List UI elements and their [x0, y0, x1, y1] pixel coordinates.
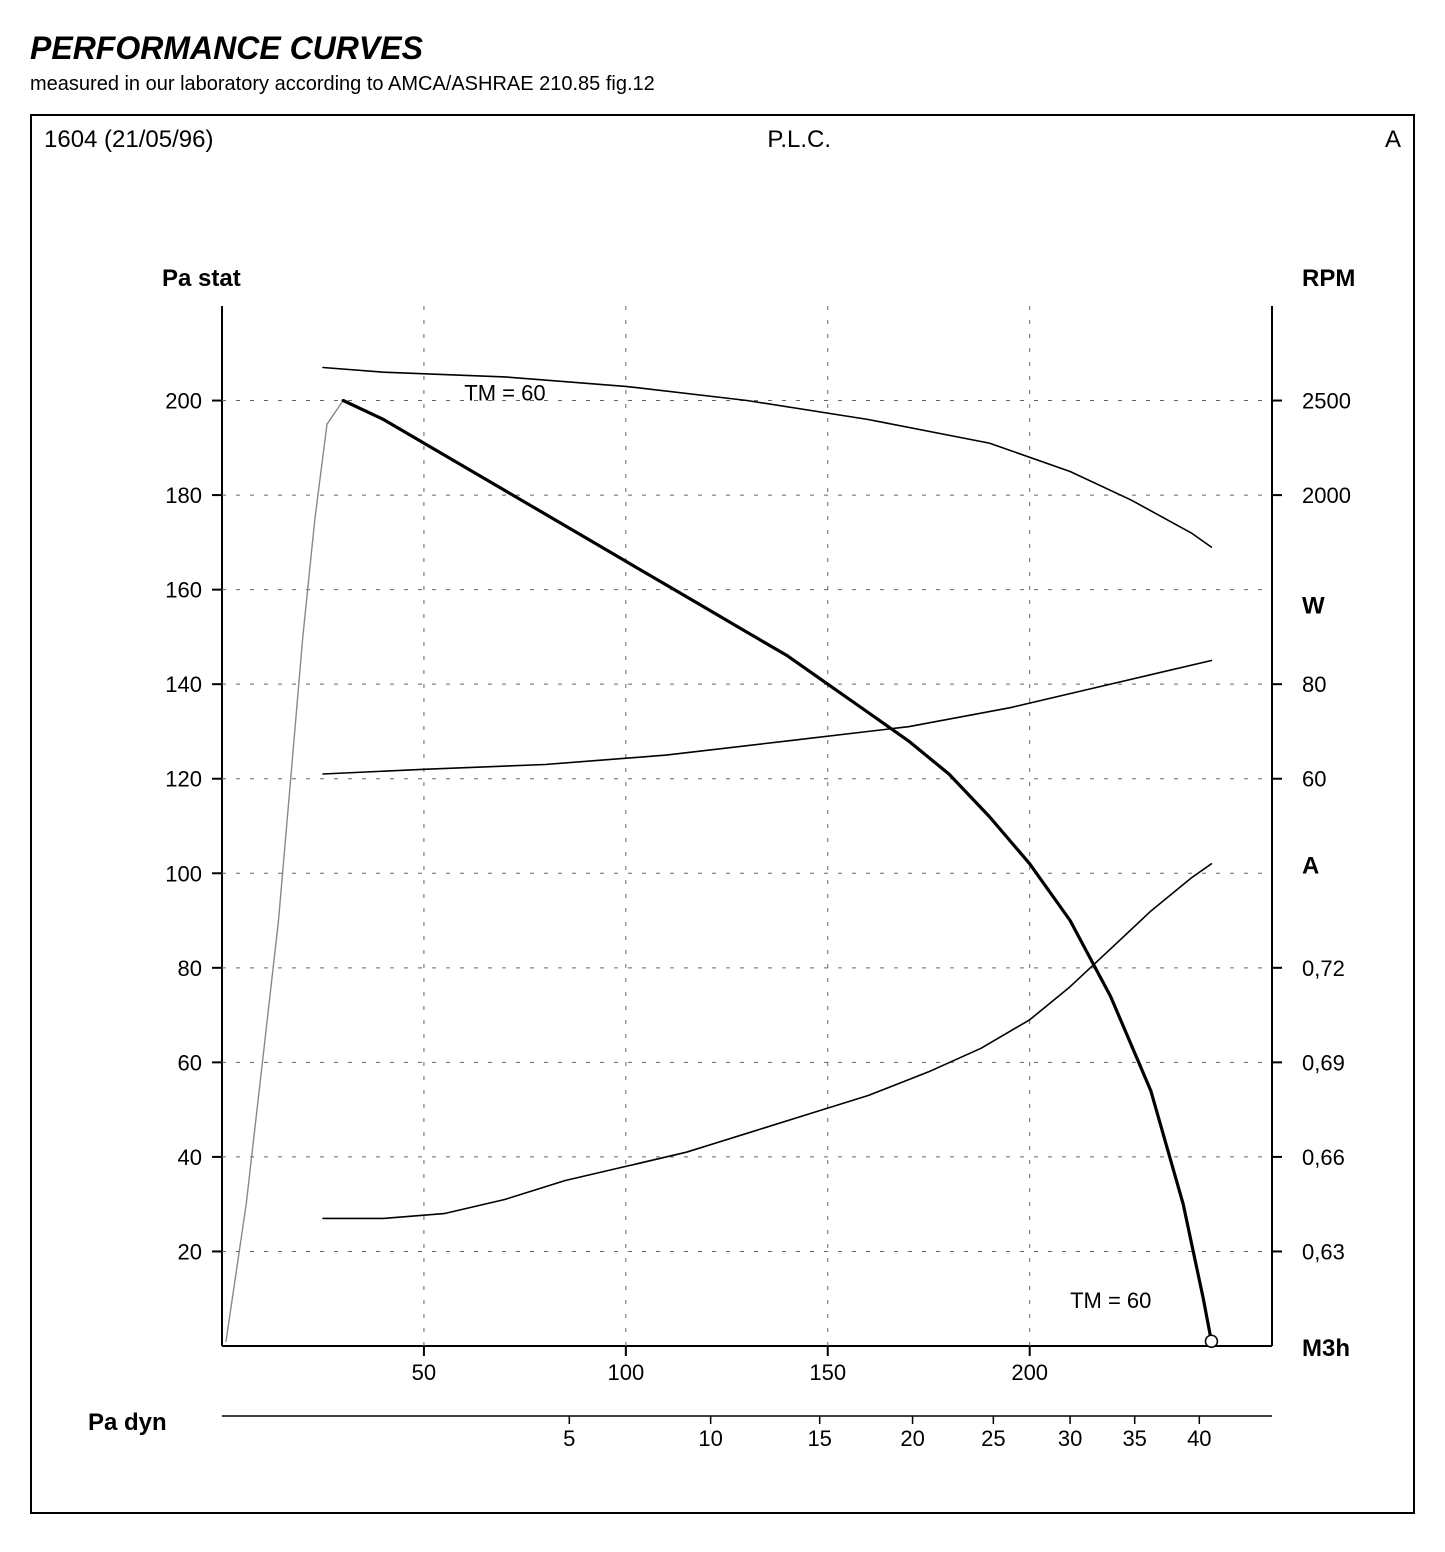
- svg-text:60: 60: [178, 1050, 202, 1075]
- svg-text:80: 80: [178, 956, 202, 981]
- svg-text:40: 40: [178, 1145, 202, 1170]
- svg-text:Pa dyn: Pa dyn: [88, 1409, 167, 1436]
- svg-text:0,69: 0,69: [1302, 1050, 1345, 1075]
- svg-text:50: 50: [412, 1360, 436, 1385]
- svg-text:20: 20: [178, 1239, 202, 1264]
- svg-text:TM = 60: TM = 60: [1070, 1288, 1151, 1313]
- svg-text:A: A: [1302, 852, 1319, 879]
- svg-text:2500: 2500: [1302, 389, 1351, 414]
- svg-text:200: 200: [1011, 1360, 1048, 1385]
- svg-text:2000: 2000: [1302, 483, 1351, 508]
- svg-text:0,72: 0,72: [1302, 956, 1345, 981]
- page-subtitle: measured in our laboratory according to …: [30, 73, 1415, 96]
- chart-plot: 20 40 60 80 100 120 140 160 180 200 50 100 150 200 Pa …: [32, 116, 1417, 1516]
- svg-text:100: 100: [607, 1360, 644, 1385]
- svg-text:15: 15: [807, 1426, 831, 1451]
- svg-text:W: W: [1302, 592, 1325, 619]
- svg-text:M3h: M3h: [1302, 1335, 1350, 1362]
- svg-text:Pa stat: Pa stat: [162, 265, 241, 292]
- svg-text:200: 200: [165, 389, 202, 414]
- svg-text:35: 35: [1122, 1426, 1146, 1451]
- svg-text:RPM: RPM: [1302, 265, 1355, 292]
- svg-text:0,63: 0,63: [1302, 1239, 1345, 1264]
- svg-text:140: 140: [165, 672, 202, 697]
- svg-text:120: 120: [165, 767, 202, 792]
- svg-text:80: 80: [1302, 672, 1326, 697]
- chart-frame: 1604 (21/05/96) P.L.C. A 20 40 60 80 100 120 1…: [30, 114, 1415, 1514]
- chart-header: 1604 (21/05/96) P.L.C. A: [44, 126, 1401, 154]
- svg-text:0,66: 0,66: [1302, 1145, 1345, 1170]
- svg-text:5: 5: [563, 1426, 575, 1451]
- svg-text:25: 25: [981, 1426, 1005, 1451]
- header-left: 1604 (21/05/96): [44, 126, 213, 154]
- svg-text:40: 40: [1187, 1426, 1211, 1451]
- svg-text:180: 180: [165, 483, 202, 508]
- svg-text:60: 60: [1302, 767, 1326, 792]
- svg-text:100: 100: [165, 861, 202, 886]
- svg-text:TM = 60: TM = 60: [464, 381, 545, 406]
- svg-text:160: 160: [165, 578, 202, 603]
- svg-text:150: 150: [809, 1360, 846, 1385]
- header-right: A: [1385, 126, 1401, 154]
- page-title: PERFORMANCE CURVES: [30, 30, 1415, 67]
- svg-text:20: 20: [900, 1426, 924, 1451]
- svg-text:30: 30: [1058, 1426, 1082, 1451]
- svg-text:10: 10: [698, 1426, 722, 1451]
- header-center: P.L.C.: [767, 126, 831, 154]
